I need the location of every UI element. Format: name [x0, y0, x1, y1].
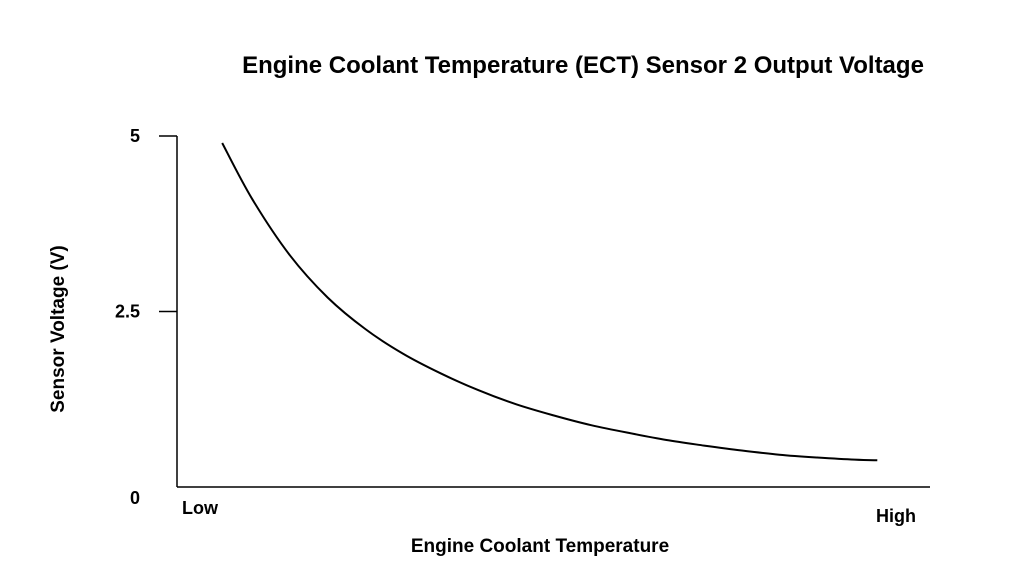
x-axis-label: Engine Coolant Temperature — [411, 536, 669, 557]
x-tick-label-high: High — [876, 506, 916, 526]
x-tick-label-low: Low — [182, 498, 219, 518]
chart-title: Engine Coolant Temperature (ECT) Sensor … — [242, 52, 924, 79]
y-tick-label: 5 — [130, 126, 140, 146]
y-axis-label: Sensor Voltage (V) — [48, 245, 69, 413]
y-tick-label: 2.5 — [115, 302, 140, 322]
y-tick-label: 0 — [130, 488, 140, 508]
series-line-voltage-curve — [221, 142, 878, 462]
y-ticks: 02.55 — [115, 126, 177, 508]
